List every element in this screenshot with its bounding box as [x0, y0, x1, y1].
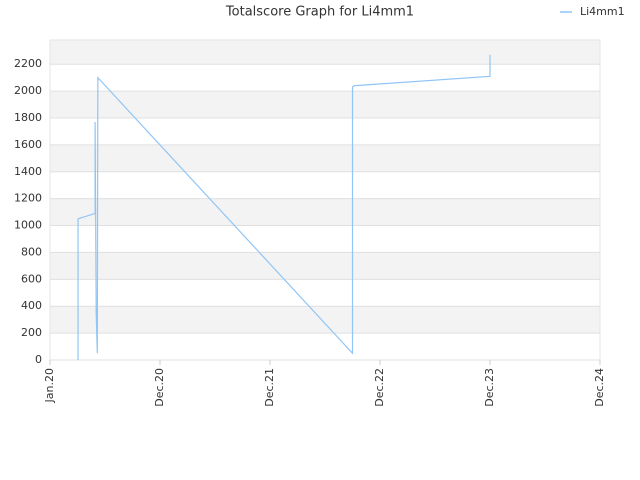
- x-tick-label: Dec.20: [153, 368, 166, 407]
- grid-band: [50, 40, 600, 65]
- y-tick-label: 1000: [14, 219, 42, 232]
- y-tick-label: 1600: [14, 138, 42, 151]
- x-tick-label: Jan.20: [43, 368, 56, 403]
- y-tick-label: 2000: [14, 84, 42, 97]
- y-tick-label: 1800: [14, 111, 42, 124]
- y-tick-label: 200: [21, 326, 42, 339]
- grid-band: [50, 144, 600, 172]
- legend-label: Li4mm1: [580, 5, 625, 18]
- grid-band: [50, 306, 600, 334]
- y-tick-label: 400: [21, 299, 42, 312]
- y-tick-label: 1400: [14, 165, 42, 178]
- y-tick-label: 0: [35, 353, 42, 366]
- grid-band: [50, 91, 600, 118]
- x-tick-label: Dec.23: [483, 368, 496, 407]
- y-tick-label: 2200: [14, 57, 42, 70]
- x-tick-label: Dec.24: [593, 368, 606, 407]
- y-tick-label: 1200: [14, 192, 42, 205]
- grid-band: [50, 252, 600, 280]
- x-tick-label: Dec.22: [373, 368, 386, 407]
- grid-band: [50, 198, 600, 226]
- x-tick-label: Dec.21: [263, 368, 276, 407]
- y-tick-label: 600: [21, 272, 42, 285]
- data-line: [77, 54, 491, 360]
- y-tick-label: 800: [21, 245, 42, 258]
- chart-title: Totalscore Graph for Li4mm1: [225, 5, 414, 20]
